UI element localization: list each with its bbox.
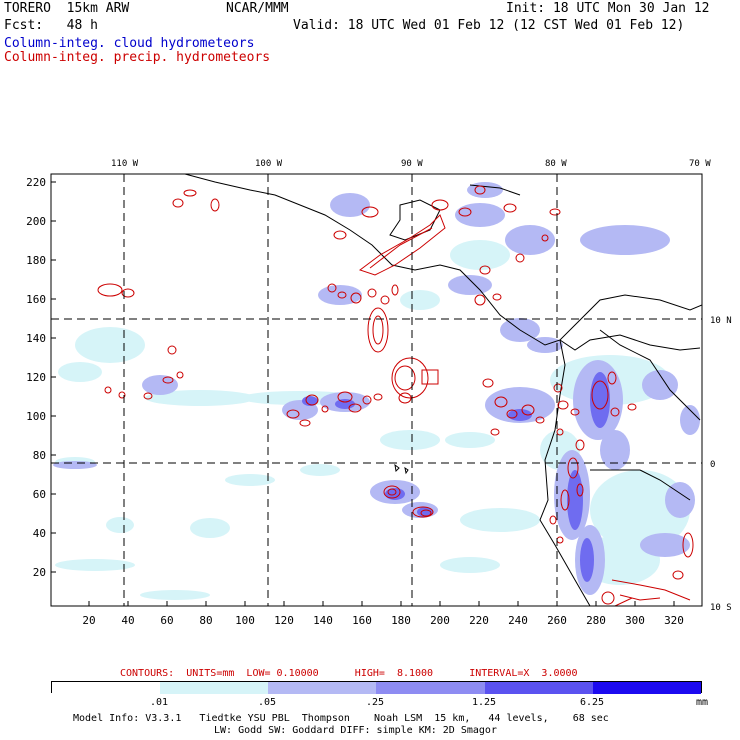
colorbar-segment [376,682,486,694]
lon-label: 110 W [111,159,139,169]
shading-layer [53,182,700,600]
colorbar-label: 6.25 [579,697,605,708]
lat-lon-grid [51,174,702,606]
y-tick-label: 220 [26,176,46,189]
colorbar-segment [160,682,269,694]
y-tick-label: 180 [26,254,46,267]
x-tick-label: 40 [121,614,134,627]
lon-label: 90 W [401,159,423,169]
lat-label: 0 [710,460,715,470]
lat-label: 10 N [710,316,732,326]
colorbar-label: .25 [365,697,385,708]
lon-label: 100 W [255,159,283,169]
x-tick-label: 200 [430,614,450,627]
colorbar [51,681,702,694]
x-tick-label: 120 [274,614,294,627]
model-title: TORERO 15km ARW [4,1,130,16]
precip-contours [97,185,694,606]
colorbar-segment [268,682,377,694]
colorbar-units: mm [695,697,709,708]
y-tick-label: 80 [33,449,46,462]
legend-precip-hydrometeors: Column-integ. precip. hydrometeors [4,50,271,65]
x-tick-label: 260 [547,614,567,627]
forecast-hour: Fcst: 48 h [4,18,98,33]
init-time: Init: 18 UTC Mon 30 Jan 12 [506,1,710,16]
y-tick-label: 160 [26,293,46,306]
x-tick-label: 300 [625,614,645,627]
colorbar-segment [593,682,701,694]
lon-label: 70 W [689,159,711,169]
colorbar-label: .01 [149,697,169,708]
colorbar-label: 1.25 [471,697,497,708]
model-info-line2: LW: Godd SW: Goddard DIFF: simple KM: 2D… [214,725,497,736]
x-tick-label: 80 [199,614,212,627]
y-tick-label: 140 [26,332,46,345]
y-tick-label: 100 [26,410,46,423]
y-tick-label: 200 [26,215,46,228]
x-tick-label: 240 [508,614,528,627]
model-info-line1: Model Info: V3.3.1 Tiedtke YSU PBL Thomp… [73,713,609,724]
x-tick-label: 140 [313,614,333,627]
lat-label: 10 S [710,603,732,613]
organization-label: NCAR/MMM [226,1,289,16]
lon-label: 80 W [545,159,567,169]
x-tick-label: 220 [469,614,489,627]
colorbar-segment [485,682,594,694]
x-tick-label: 280 [586,614,606,627]
x-tick-label: 160 [352,614,372,627]
legend-cloud-hydrometeors: Column-integ. cloud hydrometeors [4,36,255,51]
y-tick-label: 120 [26,371,46,384]
y-tick-label: 20 [33,566,46,579]
valid-time: Valid: 18 UTC Wed 01 Feb 12 (12 CST Wed … [293,18,685,33]
x-tick-label: 60 [160,614,173,627]
colorbar-label: .05 [257,697,277,708]
x-tick-label: 180 [391,614,411,627]
x-tick-label: 20 [82,614,95,627]
colorbar-segment [52,682,161,694]
x-tick-label: 320 [664,614,684,627]
map-frame [50,173,703,607]
coastlines [184,174,702,606]
axis-ticks [51,181,675,606]
x-tick-label: 100 [235,614,255,627]
y-tick-label: 40 [33,527,46,540]
contours-info: CONTOURS: UNITS=mm LOW= 0.10000 HIGH= 8.… [120,668,578,679]
y-tick-label: 60 [33,488,46,501]
